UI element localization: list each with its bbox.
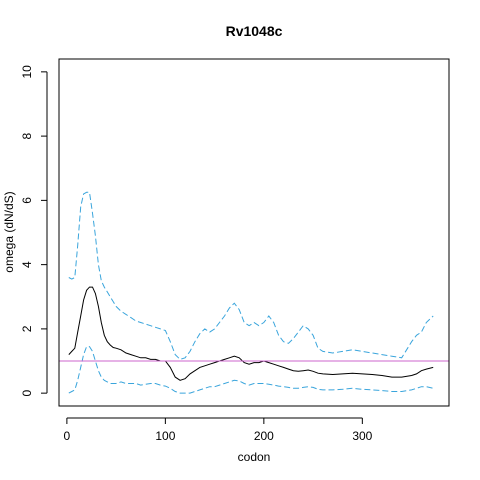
- y-tick-label-2: 2: [20, 325, 34, 332]
- series-estimate: [68, 286, 434, 381]
- x-axis-label: codon: [238, 450, 271, 464]
- series-upper-bound: [68, 191, 434, 360]
- y-tick-label-6: 6: [20, 197, 34, 204]
- x-tick-label-0: 0: [64, 429, 71, 443]
- y-tick-label-10: 10: [20, 65, 34, 79]
- plot-frame: [58, 58, 450, 407]
- series-lines: [68, 191, 434, 394]
- y-tick-label-4: 4: [20, 261, 34, 268]
- y-tick-label-0: 0: [20, 389, 34, 396]
- y-axis-label: omega (dN/dS): [2, 191, 16, 272]
- chart-title: Rv1048c: [226, 23, 283, 39]
- x-tick-label-300: 300: [352, 429, 372, 443]
- axis-ticks: 0 100 200 300 0 2 4 6 8 10: [20, 65, 373, 443]
- series-lower-bound: [68, 346, 434, 394]
- x-tick-label-100: 100: [155, 429, 175, 443]
- y-tick-label-8: 8: [20, 132, 34, 139]
- x-tick-label-200: 200: [254, 429, 274, 443]
